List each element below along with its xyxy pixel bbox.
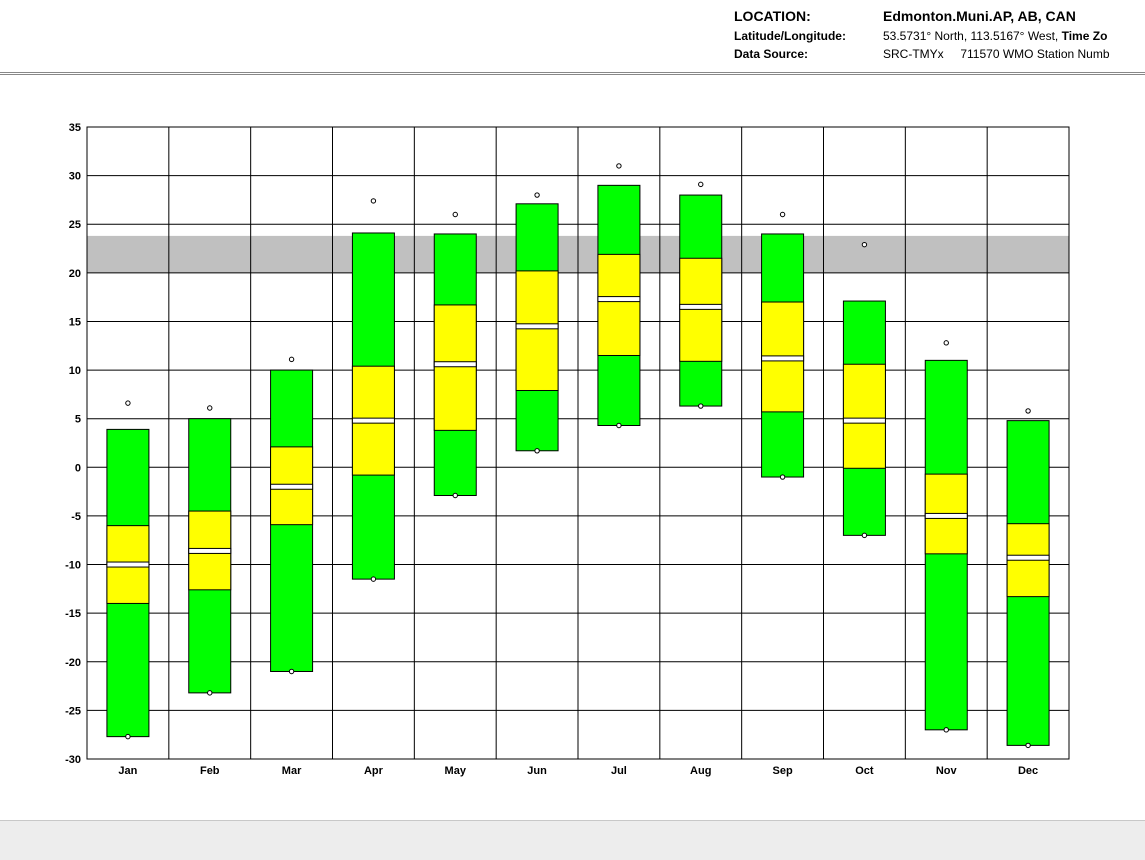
box-inner-range [842,363,886,469]
record-high-point [370,198,377,204]
status-bar [0,820,1145,860]
location-value: Edmonton.Muni.AP, AB, CAN [883,8,1076,24]
x-tick-label: Jul [611,765,627,777]
box-mean-marker [761,355,805,362]
record-high-point [534,192,540,198]
y-tick-label: -10 [65,560,81,572]
x-tick-label: Mar [282,765,302,777]
x-tick-label: Jun [527,765,547,777]
x-tick-label: Apr [364,765,384,777]
box-mean-marker [842,417,886,424]
record-low-point [861,532,868,539]
box-mean-marker [515,323,559,330]
record-high-point [1025,408,1031,414]
box-mean-marker [679,303,723,310]
x-tick-label: Oct [855,765,874,777]
y-tick-label: 10 [69,365,81,377]
record-low-point [1025,742,1031,749]
box-mean-marker [433,361,477,368]
y-tick-label: 5 [75,414,81,426]
location-label: LOCATION: [734,8,811,24]
data-source-label: Data Source: [734,47,809,61]
box-inner-range [597,253,641,356]
x-tick-label: Aug [690,765,711,777]
location-header: LOCATION: Edmonton.Muni.AP, AB, CAN Lati… [0,0,1145,75]
record-low-point [370,576,377,582]
record-high-point [125,400,131,406]
station-number: 711570 WMO Station Numb [960,47,1110,61]
box-mean-marker [1006,554,1050,561]
y-tick-label: -30 [65,754,81,766]
record-low-point [452,492,458,499]
record-high-point [698,181,704,188]
x-tick-label: Feb [200,765,220,777]
y-tick-label: -5 [71,511,81,523]
chart-panel: 35 30 25 20 15 10 5 0 -5 -10 -15 -20 -25 -30 Jan Feb Mar… [0,75,1145,820]
plot-border [86,126,1070,760]
box-mean-marker [106,561,150,568]
record-low-point [943,727,949,733]
record-high-point [779,211,786,218]
x-tick-label: Dec [1018,765,1038,777]
y-tick-label: -15 [65,608,81,620]
record-low-point [125,733,131,740]
box-inner-range [515,270,559,391]
data-source-value: SRC-TMYx 711570 WMO Station Numb [883,47,1110,61]
latlon-value: 53.5731° North, 113.5167° West, Time Zo [883,29,1108,43]
y-tick-label: 35 [69,122,81,134]
temperature-range-chart: 35 30 25 20 15 10 5 0 -5 -10 -15 -20 -25 -30 Jan Feb Mar… [65,122,1070,777]
record-low-point [779,474,786,480]
record-high-point [943,340,949,346]
record-high-point [207,405,213,411]
record-low-point [288,668,295,675]
timezone-label: Time Zo [1061,29,1108,43]
record-low-point [207,690,213,696]
record-high-point [616,163,622,169]
x-tick-label: May [445,765,467,777]
record-high-point [452,211,458,218]
latlon-label: Latitude/Longitude: [734,29,846,43]
box-mean-marker [597,296,641,303]
y-tick-label: 25 [69,219,81,231]
y-tick-label: 15 [69,316,81,328]
box-mean-marker [270,483,314,490]
record-low-point [698,403,704,409]
box-inner-range [433,304,477,431]
y-tick-label: 30 [69,171,81,183]
y-tick-label: 0 [75,462,81,474]
record-high-point [861,241,868,248]
box-mean-marker [351,417,395,424]
box-mean-marker [188,547,232,554]
record-low-point [534,448,540,454]
box-mean-marker [924,512,968,519]
x-tick-label: Sep [772,765,792,777]
record-low-point [616,422,622,429]
y-tick-label: 20 [69,268,81,280]
x-tick-label: Jan [118,765,137,777]
y-tick-label: -25 [65,705,81,717]
x-tick-label: Nov [936,765,958,777]
record-high-point [288,356,295,363]
y-tick-label: -20 [65,657,81,669]
